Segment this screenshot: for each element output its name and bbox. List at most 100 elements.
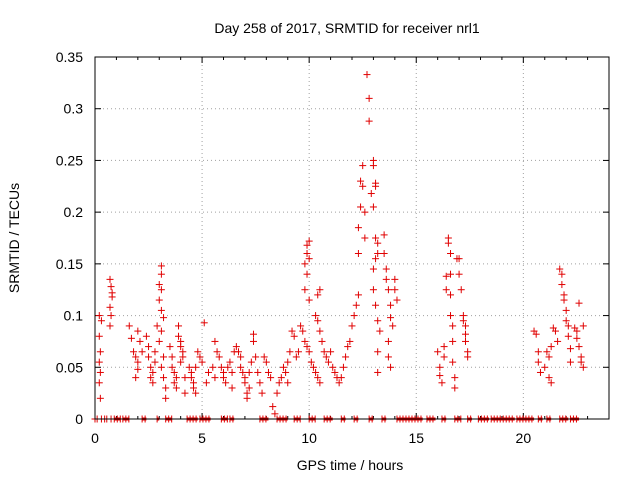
data-point [369,265,377,273]
data-point [387,314,395,322]
data-point [566,345,574,353]
data-point [301,260,309,268]
data-point [160,374,168,382]
data-point [391,286,399,294]
data-point [151,348,159,356]
data-point [327,348,335,356]
data-point [314,291,322,299]
data-point [106,275,114,283]
data-point [541,363,549,371]
data-point [357,177,365,185]
data-point [440,353,448,361]
data-point [196,353,204,361]
data-point [134,327,142,335]
data-point [359,162,367,170]
data-point [130,348,138,356]
data-point [294,348,302,356]
data-point [566,358,574,366]
data-point [303,250,311,258]
data-point [241,379,249,387]
data-point [348,322,356,330]
data-point [305,237,313,245]
data-point [374,368,382,376]
data-point [380,250,388,258]
data-point [108,293,116,301]
data-point [391,275,399,283]
data-point [577,358,585,366]
data-point [393,296,401,304]
data-point [331,368,339,376]
data-point [384,353,392,361]
data-point [273,389,281,397]
data-point [560,296,568,304]
data-point [369,203,377,211]
data-point [384,286,392,294]
data-point [125,322,133,330]
y-axis-label: SRMTID / TECUs [6,183,22,293]
data-point [367,190,375,198]
data-point [449,322,457,330]
data-point [157,262,165,270]
data-point [545,374,553,382]
data-point [222,379,230,387]
data-point [172,374,180,382]
data-point [573,334,581,342]
y-tick-label: 0 [75,411,83,427]
y-tick-label: 0.1 [64,308,84,324]
data-point [387,301,395,309]
data-point [155,337,163,345]
data-point [275,379,283,387]
data-point [138,348,146,356]
data-point [369,286,377,294]
data-point [575,299,583,307]
data-point [554,337,562,345]
data-point [260,353,268,361]
data-point [350,312,358,320]
data-point [372,255,380,263]
data-point [262,358,270,366]
data-point [95,312,103,320]
y-tick-label: 0.15 [56,256,83,272]
data-point [335,379,343,387]
data-point [369,162,377,170]
data-point [179,353,187,361]
data-point [301,337,309,345]
data-point [346,337,354,345]
data-point [149,379,157,387]
data-point [297,322,305,330]
data-point [324,358,332,366]
data-point [305,296,313,304]
data-point [228,384,236,392]
data-point [170,379,178,387]
data-point [249,330,257,338]
data-point [160,353,168,361]
data-point [132,374,140,382]
data-point [440,343,448,351]
x-tick-label: 0 [91,430,99,446]
data-point [579,363,587,371]
data-point [155,281,163,289]
data-point [142,332,150,340]
data-point [175,322,183,330]
data-point [564,322,572,330]
data-point [170,368,178,376]
data-point [217,363,225,371]
data-point [579,322,587,330]
data-point [534,358,542,366]
data-point [269,403,277,411]
data-point [157,363,165,371]
data-point [168,353,176,361]
x-tick-label: 5 [198,430,206,446]
data-point [153,322,161,330]
data-point [372,182,380,190]
data-point [147,363,155,371]
data-point [305,255,313,263]
data-point [277,374,285,382]
data-point [547,379,555,387]
data-point [382,265,390,273]
data-point [132,353,140,361]
data-point [459,317,467,325]
data-point [455,270,463,278]
data-point [211,374,219,382]
x-tick-label: 20 [516,430,532,446]
